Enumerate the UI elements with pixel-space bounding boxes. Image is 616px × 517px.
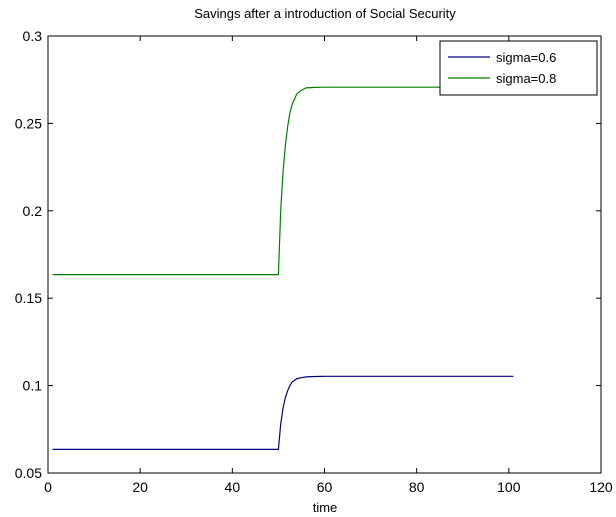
x-tick-label: 100 <box>497 479 521 495</box>
legend-label: sigma=0.8 <box>496 71 556 86</box>
y-tick-label: 0.25 <box>15 115 42 131</box>
y-tick-label: 0.1 <box>23 378 43 394</box>
x-tick-label: 60 <box>317 479 333 495</box>
x-tick-label: 0 <box>44 479 52 495</box>
x-axis-label: time <box>313 500 338 515</box>
legend-box <box>439 40 598 96</box>
y-tick-label: 0.3 <box>23 28 43 44</box>
y-tick-label: 0.05 <box>15 465 42 481</box>
legend-label: sigma=0.6 <box>496 50 556 65</box>
x-axis: 0 20 40 60 80 100 120 <box>44 36 613 495</box>
y-tick-label: 0.2 <box>23 203 43 219</box>
plot-area <box>47 35 602 474</box>
x-tick-label: 120 <box>589 479 613 495</box>
y-axis: 0.05 0.1 0.15 0.2 0.25 0.3 <box>15 28 601 481</box>
legend: sigma=0.6 sigma=0.8 <box>439 40 598 96</box>
series-line-sigma-0-6 <box>52 375 514 450</box>
series-lines <box>52 86 514 450</box>
series-line-sigma-0-8 <box>52 86 514 276</box>
x-tick-label: 80 <box>409 479 425 495</box>
y-tick-label: 0.15 <box>15 290 42 306</box>
x-tick-label: 20 <box>132 479 148 495</box>
x-tick-label: 40 <box>225 479 241 495</box>
chart-title: Savings after a introduction of Social S… <box>194 6 456 21</box>
